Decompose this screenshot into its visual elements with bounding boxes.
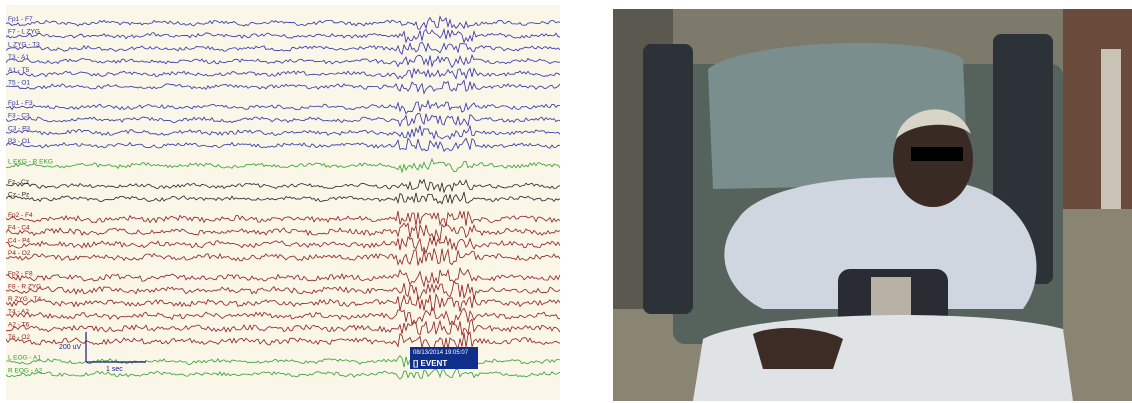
eeg-channel-label: L ZYG - T3	[8, 42, 40, 49]
eeg-tracing-panel: Fp1 - F7 F7 - L ZYG L ZYG - T3 T3 - A1 A1 - …	[6, 5, 560, 400]
eeg-channel-label: R ZYG - T4	[8, 296, 41, 303]
event-label: [] EVENT	[413, 359, 448, 368]
eeg-waveform-canvas: Fp1 - F7 F7 - L ZYG L ZYG - T3 T3 - A1 A1 - …	[6, 15, 560, 380]
eeg-channel-label: F4 - C4	[8, 225, 30, 232]
eeg-channel-label: Fp1 - F7	[8, 16, 33, 23]
eeg-channel-label: L EOG - A1	[8, 355, 41, 362]
cabinet-door	[1101, 49, 1121, 209]
eeg-channel-label: Fp2 - F8	[8, 271, 33, 278]
eeg-trace	[6, 157, 560, 174]
eeg-channel-label: Cz - Pz	[8, 192, 29, 199]
eeg-trace	[6, 292, 560, 312]
eeg-trace	[6, 222, 560, 242]
eeg-trace	[6, 137, 560, 152]
eeg-trace	[6, 331, 560, 351]
time-scale-label: 1 sec	[106, 366, 123, 373]
scale-bar: 200 uV 1 sec	[59, 332, 146, 373]
eeg-trace	[6, 280, 560, 300]
eeg-trace	[6, 210, 560, 227]
eeg-trace	[6, 248, 560, 266]
patient-video-frame	[613, 9, 1132, 401]
eeg-channel-label: F8 - R ZYG	[8, 283, 41, 290]
eeg-channel-label: T6 - O2	[8, 334, 30, 341]
amplitude-scale-label: 200 uV	[59, 344, 82, 351]
eeg-channel-label: R EOG - A2	[8, 367, 43, 374]
event-timestamp: 08/13/2014 19:05:07	[413, 350, 469, 356]
eeg-trace	[6, 99, 560, 115]
eeg-trace	[6, 53, 560, 69]
eeg-channel-label: T5 - O1	[8, 80, 30, 87]
eeg-trace	[6, 27, 560, 44]
eeg-trace	[6, 178, 560, 194]
eeg-channel-label: Fp2 - F4	[8, 212, 33, 219]
eeg-trace	[6, 15, 560, 30]
eeg-channel-label: C4 - P4	[8, 238, 30, 245]
eeg-channel-label: F3 - C3	[8, 113, 30, 120]
patient-hand	[753, 327, 843, 369]
eeg-electrode-cap	[896, 109, 971, 139]
eeg-channel-label: P4 - O2	[8, 250, 31, 257]
left-bed-rail	[643, 44, 693, 314]
eeg-channel-label: F7 - L ZYG	[8, 29, 40, 36]
eeg-channel-label: C3 - P3	[8, 126, 30, 133]
eeg-trace	[6, 234, 560, 255]
eeg-channel-label: T4 - A2	[8, 309, 29, 316]
recorder-label	[871, 277, 911, 322]
eeg-channel-label: L EKG - R EKG	[8, 159, 53, 166]
face-privacy-bar	[911, 147, 963, 161]
eeg-trace	[6, 266, 560, 288]
eeg-trace	[6, 318, 560, 336]
eeg-trace	[6, 191, 560, 205]
event-marker[interactable]: 08/13/2014 19:05:07 [] EVENT	[410, 347, 478, 369]
eeg-channel-label: A2 - T6	[8, 322, 30, 329]
patient-gown	[724, 177, 1037, 309]
eeg-channel-label: A1 - T5	[8, 67, 30, 74]
eeg-trace	[6, 124, 560, 141]
video-frame-illustration	[613, 9, 1132, 401]
eeg-trace	[6, 368, 560, 380]
cabinet	[1063, 9, 1132, 209]
eeg-trace	[6, 67, 560, 80]
eeg-trace	[6, 306, 560, 326]
eeg-channel-label: Fp1 - F3	[8, 100, 33, 107]
eeg-trace	[6, 41, 560, 55]
eeg-trace	[6, 112, 560, 128]
eeg-channel-label: T3 - A1	[8, 54, 29, 61]
eeg-channel-label: P3 - O1	[8, 138, 31, 145]
eeg-trace	[6, 79, 560, 95]
eeg-channel-label: Fz - Cz	[8, 179, 29, 186]
blanket	[693, 315, 1073, 401]
